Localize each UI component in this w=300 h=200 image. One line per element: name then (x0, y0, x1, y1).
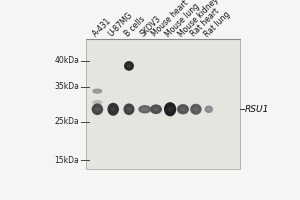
Ellipse shape (164, 102, 176, 116)
Ellipse shape (207, 108, 211, 111)
Ellipse shape (167, 107, 173, 112)
Text: RSU1: RSU1 (245, 105, 269, 114)
Ellipse shape (193, 107, 199, 111)
Ellipse shape (153, 108, 159, 111)
Text: 25kDa: 25kDa (55, 117, 79, 126)
Text: B cells: B cells (123, 15, 146, 39)
Ellipse shape (92, 89, 102, 94)
FancyBboxPatch shape (86, 39, 240, 169)
Ellipse shape (142, 108, 148, 111)
Text: Mouse heart: Mouse heart (150, 0, 190, 39)
Ellipse shape (127, 64, 131, 68)
Ellipse shape (95, 90, 100, 92)
Text: SKOV3: SKOV3 (138, 14, 163, 39)
Ellipse shape (111, 107, 116, 112)
Text: Rat lung: Rat lung (202, 9, 232, 39)
Text: 15kDa: 15kDa (55, 156, 79, 165)
Text: A-431: A-431 (91, 16, 113, 39)
Ellipse shape (190, 104, 202, 115)
Ellipse shape (180, 107, 186, 111)
Ellipse shape (177, 104, 189, 114)
Ellipse shape (205, 106, 213, 113)
Ellipse shape (107, 103, 119, 116)
Ellipse shape (138, 105, 151, 113)
Text: U-87MG: U-87MG (107, 11, 135, 39)
Ellipse shape (124, 103, 134, 115)
Ellipse shape (92, 103, 103, 115)
Ellipse shape (92, 100, 103, 105)
Text: 35kDa: 35kDa (55, 82, 79, 91)
Text: Mouse kidney: Mouse kidney (177, 0, 220, 39)
Ellipse shape (95, 107, 100, 111)
Ellipse shape (127, 107, 131, 111)
Text: Rat heart: Rat heart (190, 7, 221, 39)
Text: Mouse lung: Mouse lung (164, 1, 201, 39)
Ellipse shape (124, 61, 134, 71)
Text: 40kDa: 40kDa (55, 56, 79, 65)
Ellipse shape (150, 104, 162, 114)
